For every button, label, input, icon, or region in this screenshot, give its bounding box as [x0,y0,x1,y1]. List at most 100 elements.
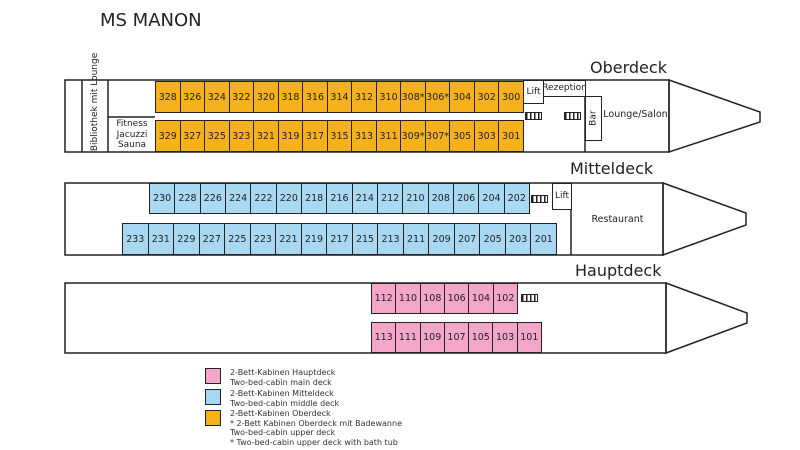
cabin-315[interactable]: 315 [326,120,353,152]
cabin-206[interactable]: 206 [453,183,480,214]
legend-main: 2-Bett-Kabinen Hauptdeck Two-bed-cabin m… [230,368,335,387]
cabin-213[interactable]: 213 [377,223,404,255]
hauptdeck-hull [64,282,667,354]
legend-text: 2-Bett-Kabinen Hauptdeck [230,368,336,377]
cabin-208[interactable]: 208 [427,183,454,214]
legend-middle: 2-Bett-Kabinen Mitteldeck Two-bed-cabin … [230,389,339,408]
cabin-202[interactable]: 202 [503,183,530,214]
cabin-311[interactable]: 311 [375,120,402,152]
cabin-325[interactable]: 325 [204,120,230,152]
cabin-220[interactable]: 220 [275,183,302,214]
cabin-327[interactable]: 327 [179,120,206,152]
cabin-223[interactable]: 223 [249,223,277,255]
cabin-101[interactable]: 101 [516,322,542,353]
cabin-224[interactable]: 224 [225,183,252,214]
cabin-302[interactable]: 302 [473,81,500,113]
cabin-211[interactable]: 211 [402,223,430,255]
cabin-317[interactable]: 317 [302,120,328,152]
cabin-203[interactable]: 203 [504,223,532,255]
mitteldeck-label: Mitteldeck [570,159,654,178]
oberdeck-bow [668,78,761,154]
stairs-icon [531,195,548,203]
cabin-218[interactable]: 218 [301,183,328,214]
library-lounge: Bibliothek mit Lounge [82,52,108,152]
cabin-304[interactable]: 304 [449,81,475,113]
legend-swatch-main [205,368,221,384]
cabin-313[interactable]: 313 [351,120,377,152]
cabin-108[interactable]: 108 [419,283,445,314]
hauptdeck-bow [665,281,748,355]
stairs-icon [521,294,538,302]
cabin-221[interactable]: 221 [275,223,302,255]
cabin-215[interactable]: 215 [351,223,379,255]
cabin-310[interactable]: 310 [375,81,402,113]
cabin-214[interactable]: 214 [351,183,378,214]
cabin-322[interactable]: 322 [228,81,255,113]
cabin-233[interactable]: 233 [122,223,149,255]
cabin-321[interactable]: 321 [253,120,279,152]
cabin-219[interactable]: 219 [300,223,328,255]
cabin-300[interactable]: 300 [498,81,524,113]
cabin-307[interactable]: 307* [424,120,451,152]
cabin-229[interactable]: 229 [173,223,200,255]
cabin-209[interactable]: 209 [428,223,455,255]
cabin-102[interactable]: 102 [492,283,518,314]
cabin-222[interactable]: 222 [250,183,277,214]
cabin-201[interactable]: 201 [530,223,557,255]
cabin-112[interactable]: 112 [371,283,397,314]
legend-text: Two-bed-cabin main deck [230,377,332,387]
cabin-329[interactable]: 329 [155,120,181,152]
cabin-105[interactable]: 105 [468,322,494,353]
oberdeck-lift: Lift [523,80,544,104]
cabin-303[interactable]: 303 [473,120,500,152]
cabin-217[interactable]: 217 [326,223,353,255]
cabin-110[interactable]: 110 [395,283,421,314]
cabin-305[interactable]: 305 [449,120,475,152]
legend-text: 2-Bett-Kabinen Oberdeck [230,409,331,418]
cabin-230[interactable]: 230 [149,183,176,214]
cabin-319[interactable]: 319 [277,120,304,152]
cabin-106[interactable]: 106 [444,283,470,314]
cabin-301[interactable]: 301 [498,120,524,152]
fitness-area: Fitness Jacuzzi Sauna [116,119,148,151]
cabin-107[interactable]: 107 [443,322,470,353]
cabin-308[interactable]: 308* [400,81,426,113]
cabin-316[interactable]: 316 [302,81,328,113]
cabin-212[interactable]: 212 [377,183,404,214]
cabin-228[interactable]: 228 [174,183,201,214]
hauptdeck-label: Hauptdeck [575,261,662,280]
cabin-204[interactable]: 204 [478,183,505,214]
cabin-318[interactable]: 318 [277,81,304,113]
reception: Rezeption [542,80,587,97]
cabin-324[interactable]: 324 [204,81,230,113]
cabin-306[interactable]: 306* [424,81,451,113]
cabin-227[interactable]: 227 [198,223,226,255]
cabin-323[interactable]: 323 [228,120,255,152]
cabin-312[interactable]: 312 [351,81,377,113]
cabin-328[interactable]: 328 [155,81,181,113]
cabin-226[interactable]: 226 [199,183,226,214]
cabin-216[interactable]: 216 [326,183,353,214]
cabin-309[interactable]: 309* [400,120,426,152]
cabin-104[interactable]: 104 [468,283,494,314]
cabin-320[interactable]: 320 [253,81,279,113]
cabin-210[interactable]: 210 [402,183,429,214]
stairs-icon [564,112,581,120]
legend-text: Two-bed-cabin middle deck [230,398,340,408]
legend-text: * Two-bed-cabin upper deck with bath tub [230,437,398,447]
cabin-113[interactable]: 113 [371,322,397,353]
library-label: Bibliothek mit Lounge [89,52,100,151]
cabin-103[interactable]: 103 [492,322,518,353]
bar: Bar [585,96,602,141]
bar-label: Bar [588,110,599,127]
cabin-111[interactable]: 111 [395,322,421,353]
cabin-207[interactable]: 207 [453,223,481,255]
mitteldeck-lift: Lift [552,183,572,210]
cabin-225[interactable]: 225 [224,223,251,255]
cabin-231[interactable]: 231 [147,223,175,255]
cabin-109[interactable]: 109 [419,322,445,353]
cabin-205[interactable]: 205 [479,223,506,255]
cabin-326[interactable]: 326 [179,81,206,113]
cabin-314[interactable]: 314 [326,81,353,113]
legend-text: * 2-Bett Kabinen Oberdeck mit Badewanne [230,418,402,428]
